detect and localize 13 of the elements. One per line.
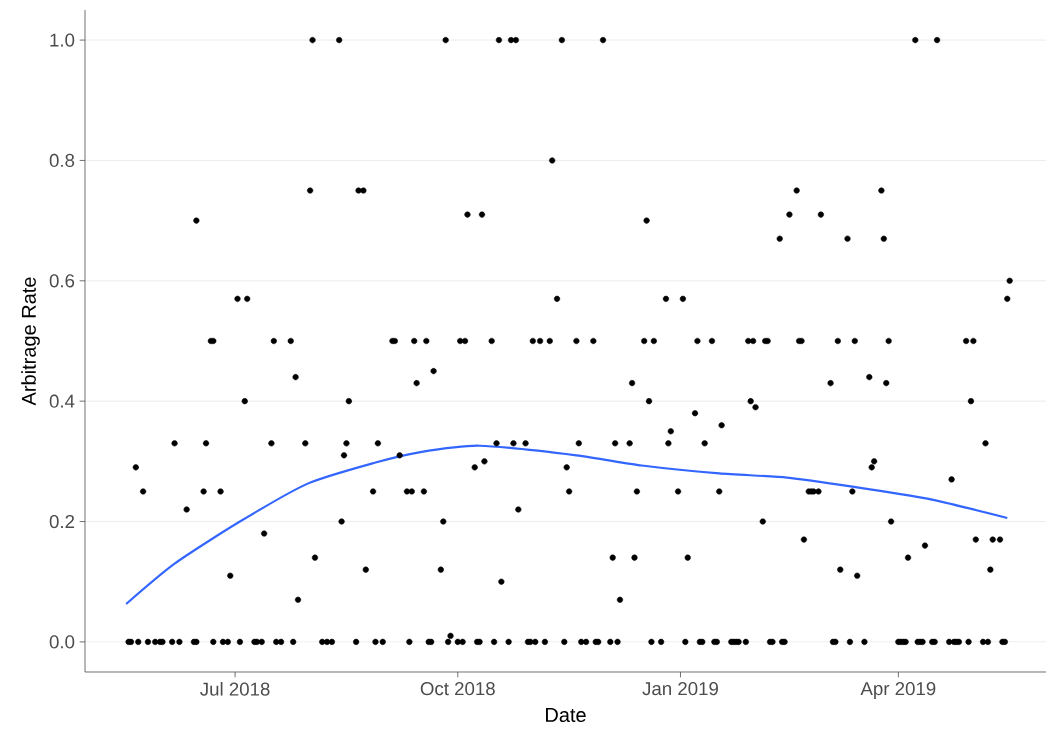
x-axis-title: Date <box>546 708 586 723</box>
line-series <box>125 444 1009 606</box>
y-tick-label: 0.8 <box>49 153 75 168</box>
y-axis-title: Arbitrage Rate <box>21 277 40 406</box>
y-tick-label: 0.0 <box>49 635 75 649</box>
y-tick-label: 0.4 <box>49 394 75 408</box>
x-tick-label: Jul 2018 <box>200 682 270 696</box>
x-tick-label: Apr 2019 <box>860 682 936 699</box>
y-tick-label: 0.2 <box>49 514 75 529</box>
y-tick-label: 1.0 <box>50 33 75 47</box>
x-tick-label: Jan 2019 <box>642 682 718 696</box>
x-tick-label: Oct 2018 <box>420 682 495 696</box>
y-tick-label: 0.6 <box>49 274 75 288</box>
